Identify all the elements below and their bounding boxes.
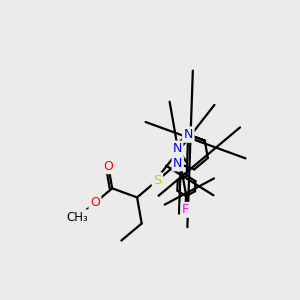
Text: O: O xyxy=(103,160,113,172)
Text: N: N xyxy=(173,157,182,170)
Text: S: S xyxy=(153,174,162,187)
Text: O: O xyxy=(90,196,100,209)
Text: F: F xyxy=(182,203,189,216)
Text: N: N xyxy=(172,142,182,155)
Text: N: N xyxy=(184,128,193,141)
Text: N: N xyxy=(184,128,193,141)
Text: CH₃: CH₃ xyxy=(67,211,88,224)
